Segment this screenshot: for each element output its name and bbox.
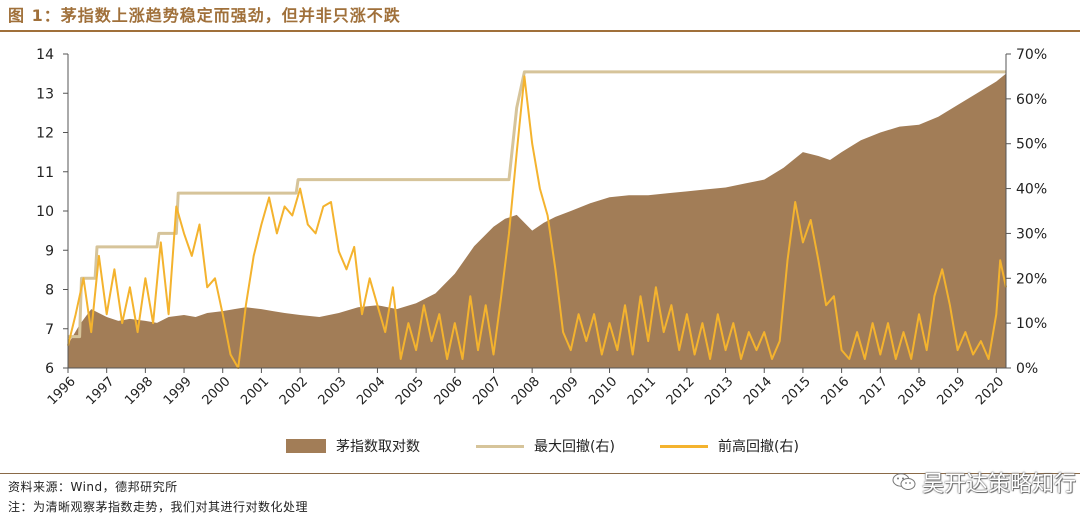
x-tick-label: 2008	[509, 374, 543, 408]
drawdown-lines-layer	[67, 70, 1007, 369]
x-tick-label: 2020	[973, 374, 1007, 408]
x-tick-label: 2002	[277, 374, 311, 408]
x-tick-label: 2016	[818, 374, 852, 408]
x-tick-label: 2004	[354, 374, 388, 408]
left-tick-label: 12	[36, 126, 54, 142]
source-note: 资料来源：Wind，德邦研究所	[8, 480, 178, 494]
right-tick-label: 20%	[1016, 271, 1047, 287]
brand-text: 吴开达策略知行	[921, 472, 1076, 497]
x-tick-label: 2015	[780, 374, 814, 408]
right-tick-label: 10%	[1016, 316, 1047, 332]
x-tick-label: 2006	[432, 374, 466, 408]
left-tick-label: 10	[36, 204, 54, 220]
series-index-area	[68, 73, 1006, 368]
x-tick-label: 2010	[586, 374, 620, 408]
x-tick-label: 1999	[161, 374, 195, 408]
legend-swatch-max-drawdown	[476, 444, 524, 448]
right-tick-label: 40%	[1016, 182, 1047, 198]
footer-rule	[0, 473, 1080, 474]
legend: 茅指数取对数 最大回撤(右) 前高回撤(右)	[0, 436, 1080, 458]
x-tick-label: 2013	[702, 374, 736, 408]
figure-title: 图 1：茅指数上涨趋势稳定而强劲，但并非只涨不跌	[8, 6, 401, 25]
x-tick-label: 2005	[393, 374, 427, 408]
x-tick-label: 1997	[84, 374, 118, 408]
x-tick-label: 2007	[470, 374, 504, 408]
legend-swatch-index	[286, 439, 326, 453]
legend-label-max-drawdown: 最大回撤(右)	[534, 439, 615, 455]
title-rule	[0, 30, 1080, 32]
x-tick-label: 2001	[238, 374, 272, 408]
right-tick-label: 30%	[1016, 226, 1047, 242]
method-note: 注：为清晰观察茅指数走势，我们对其进行对数化处理	[8, 500, 309, 514]
x-tick-label: 2000	[200, 374, 234, 408]
x-tick-label: 2018	[896, 374, 930, 408]
chart: 6 7 8 9 10 11 12 13 14 0% 10% 20% 30% 40% 50% 60% 70% 199…	[36, 47, 1047, 408]
x-tick-label: 1996	[45, 374, 79, 408]
right-tick-label: 60%	[1016, 92, 1047, 108]
series-prior-drawdown-line	[67, 75, 1007, 369]
x-tick-label: 2012	[664, 374, 698, 408]
right-tick-label: 50%	[1016, 137, 1047, 153]
x-tick-label: 2009	[548, 374, 582, 408]
brand-watermark: 吴开达策略知行	[892, 466, 1076, 498]
x-tick-label: 2003	[316, 374, 350, 408]
x-tick-label: 2011	[625, 374, 659, 408]
x-tick-label: 2017	[857, 374, 891, 408]
left-tick-label: 11	[36, 165, 54, 181]
legend-item-max-drawdown: 最大回撤(右)	[476, 436, 615, 456]
left-tick-label: 7	[45, 322, 54, 338]
legend-item-prior-drawdown: 前高回撤(右)	[660, 436, 799, 456]
series-max-drawdown-line	[68, 70, 1006, 339]
index-area-layer	[68, 73, 1006, 368]
left-tick-label: 13	[36, 86, 54, 102]
left-tick-label: 8	[45, 283, 54, 299]
right-tick-label: 70%	[1016, 47, 1047, 63]
left-tick-label: 9	[45, 243, 54, 259]
left-tick-label: 14	[36, 47, 54, 63]
x-tick-label: 1998	[122, 374, 156, 408]
legend-item-index: 茅指数取对数	[286, 436, 420, 456]
legend-label-prior-drawdown: 前高回撤(右)	[718, 439, 799, 455]
x-tick-label: 2014	[741, 374, 775, 408]
wechat-icon	[892, 473, 916, 490]
legend-label-index: 茅指数取对数	[336, 439, 420, 455]
left-tick-label: 6	[45, 361, 54, 377]
x-tick-label: 2019	[934, 374, 968, 408]
right-tick-label: 0%	[1016, 361, 1038, 377]
legend-swatch-prior-drawdown	[660, 444, 708, 448]
